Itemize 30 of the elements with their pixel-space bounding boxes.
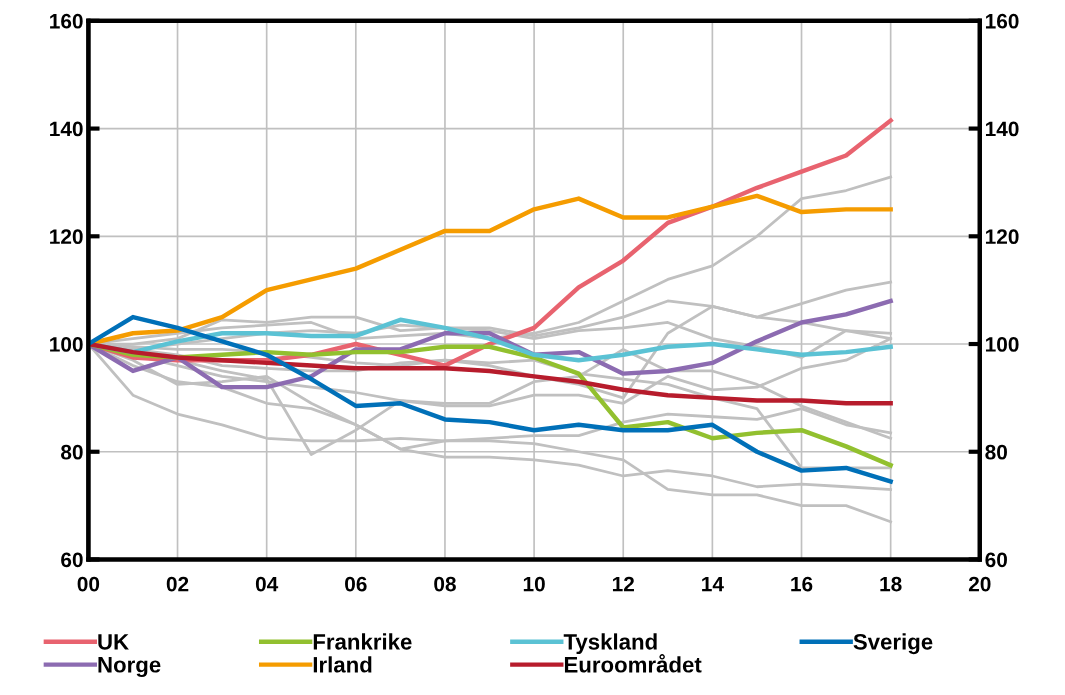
x-tick-label: 04 (255, 576, 279, 592)
x-tick-label: 00 (77, 576, 100, 592)
y-tick-label: 80 (61, 444, 83, 460)
x-tick-label: 12 (612, 576, 634, 592)
x-tick-label: 06 (345, 576, 367, 592)
x-tick-label: 18 (880, 576, 902, 592)
y2-tick-label: 160 (985, 13, 1019, 29)
y2-tick-label: 80 (985, 444, 1007, 460)
y2-tick-label: 120 (985, 229, 1019, 245)
legend-label: Irland (313, 656, 372, 673)
x-tick-label: 20 (968, 576, 991, 592)
x-tick-label: 02 (166, 576, 189, 592)
legend-label: Norge (98, 657, 161, 678)
y2-tick-label: 140 (985, 121, 1019, 137)
y-tick-label: 60 (61, 552, 83, 568)
y-tick-label: 140 (50, 121, 83, 137)
x-tick-label: 14 (702, 576, 724, 592)
y-tick-label: 100 (50, 337, 83, 352)
x-tick-label: 08 (434, 576, 456, 592)
y2-tick-label: 60 (985, 552, 1007, 568)
legend-label: Sverige (853, 633, 933, 655)
x-tick-label: 16 (791, 576, 813, 592)
legend-label: Euroområdet (564, 654, 702, 673)
legend-label: Frankrike (313, 633, 412, 650)
y-tick-label: 120 (50, 229, 83, 245)
y2-tick-label: 100 (985, 337, 1019, 352)
legend-label: UK (98, 634, 129, 650)
y-tick-label: 160 (50, 13, 83, 29)
legend-label: Tyskland (563, 633, 657, 655)
x-tick-label: 10 (523, 576, 545, 592)
